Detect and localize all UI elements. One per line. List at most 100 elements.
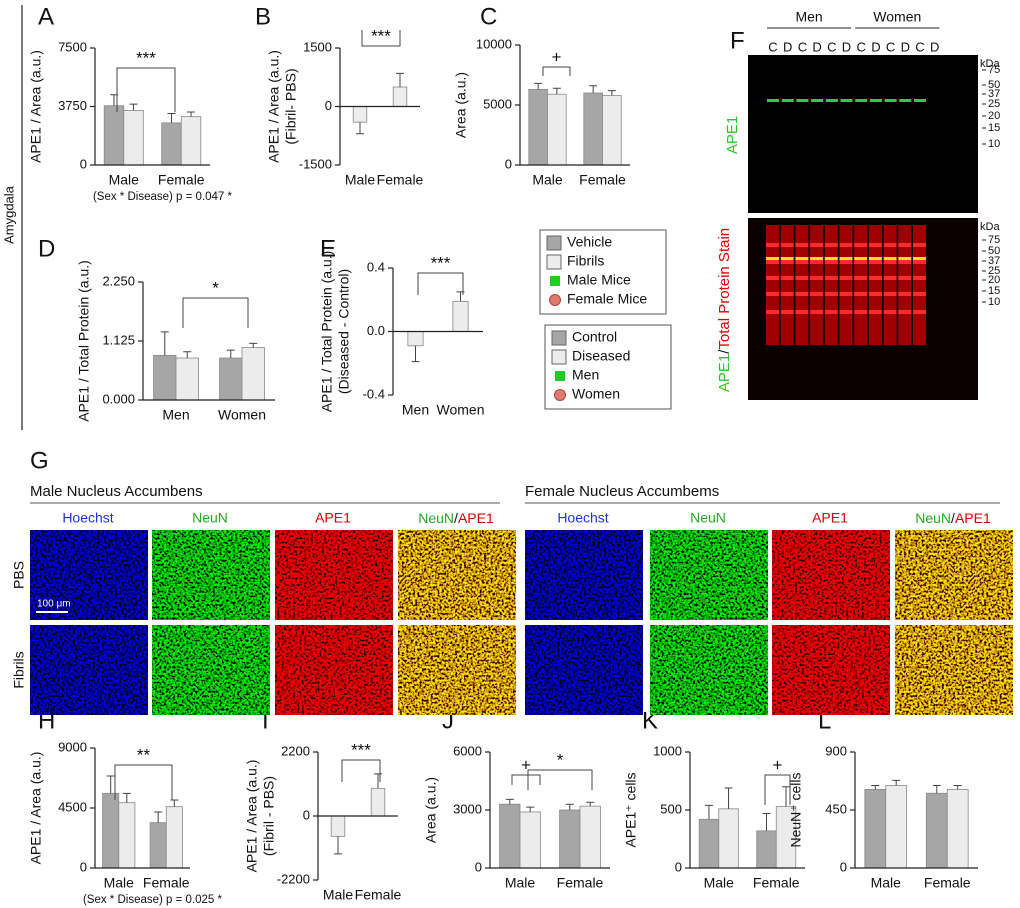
error-bar [183, 351, 192, 359]
x-tick-label: Male [505, 875, 536, 891]
channel-label: NeuN [690, 510, 726, 526]
legend-swatch [555, 371, 565, 381]
significance-bracket [116, 67, 176, 112]
bar [885, 785, 908, 869]
y-tick-label: 2200 [281, 743, 310, 758]
blot-lane [868, 225, 882, 345]
significance-label: *** [136, 48, 156, 67]
blot-bottom-label: APE1/Total Protein Stain [716, 228, 733, 392]
marker-label: 20 [988, 274, 1000, 286]
micrograph [895, 530, 1013, 620]
y-tick-label: 10000 [476, 36, 512, 51]
x-tick-label: Male [871, 875, 902, 891]
error-bar [187, 111, 196, 117]
blot-band [855, 99, 868, 102]
y-tick-label: 1000 [653, 743, 682, 758]
blot-band [854, 292, 868, 296]
blot-lane [898, 225, 912, 345]
blot-band [780, 310, 794, 314]
significance-bracket [511, 774, 541, 785]
x-tick-label: Men [162, 407, 189, 423]
marker-label: 50 [988, 79, 1000, 91]
blot-band [884, 99, 897, 102]
y-tick-label: 450 [825, 801, 847, 816]
marker-label: 50 [988, 245, 1000, 257]
micrograph [30, 530, 148, 620]
legend-swatch [546, 235, 562, 251]
y-axis-label: (Fibril - PBS) [261, 776, 277, 856]
blot-band [795, 243, 809, 247]
lane-label: D [930, 39, 939, 54]
x-tick-label: Female [158, 172, 205, 188]
label-part: / [716, 349, 733, 354]
legend-label: Fibrils [567, 253, 604, 269]
blot-band [839, 276, 853, 280]
blot-band [868, 243, 882, 247]
blot-lane [839, 225, 853, 345]
y-axis-label: APE1⁺ cells [623, 772, 639, 847]
blot-band [854, 260, 868, 264]
error-bar [226, 349, 235, 359]
legend-label: Men [572, 367, 599, 383]
blot-band [913, 276, 926, 280]
bar [519, 811, 541, 869]
bar [352, 106, 368, 123]
channel-label: NeuN/APE1 [418, 510, 494, 526]
error-bar [704, 804, 713, 820]
lane-label: C [768, 39, 777, 54]
bar [219, 357, 243, 401]
bar [102, 792, 120, 869]
blot-band [780, 243, 794, 247]
blot-band [810, 257, 824, 260]
error-bar [356, 122, 364, 135]
legend-label: Diseased [572, 348, 630, 364]
y-axis-label: NeuN⁺ cells [788, 772, 804, 847]
legend-swatch [546, 254, 562, 270]
blot-band [883, 260, 897, 264]
micrograph [398, 530, 516, 620]
bar [583, 92, 603, 166]
blot-band [898, 257, 912, 260]
significance-label: * [557, 750, 564, 769]
blot-band [898, 310, 912, 314]
label-part: NeuN [418, 510, 454, 526]
label-part: NeuN [915, 510, 951, 526]
error-bar [122, 792, 131, 803]
blot-band [883, 243, 897, 247]
legend-label: Male Mice [567, 272, 631, 288]
y-tick-label: -1500 [299, 156, 332, 171]
error-bar [782, 786, 791, 807]
y-axis-label: (Diseased - Control) [336, 269, 352, 394]
blot-band [810, 243, 824, 247]
chart-note: (Sex * Disease) p = 0.025 * [83, 894, 223, 906]
marker-label: 15 [988, 122, 1000, 134]
group-label: Women [873, 9, 921, 25]
significance-label: + [552, 47, 562, 66]
blot-band [824, 257, 838, 260]
blot-unit: kDa [980, 58, 1000, 70]
lane-label: D [783, 39, 792, 54]
bar [103, 105, 125, 166]
blot-band [854, 310, 868, 314]
blot-lane [780, 225, 794, 345]
significance-label: + [521, 755, 531, 774]
panel-letter: A [38, 3, 54, 30]
marker-label: 25 [988, 98, 1000, 110]
y-tick-label: 9000 [58, 739, 87, 754]
y-tick-label: 4500 [58, 799, 87, 814]
bar [149, 822, 167, 869]
bar [153, 355, 177, 401]
error-bar [167, 113, 176, 123]
blot-band [913, 260, 926, 264]
bar [392, 86, 408, 107]
blot-band [825, 99, 838, 102]
blot-lane [824, 225, 838, 345]
blot-band [780, 257, 794, 260]
bar [559, 809, 581, 869]
x-tick-label: Male [345, 172, 376, 188]
significance-label: *** [351, 740, 371, 759]
blot-band [824, 260, 838, 264]
y-tick-label: 1500 [303, 39, 332, 54]
